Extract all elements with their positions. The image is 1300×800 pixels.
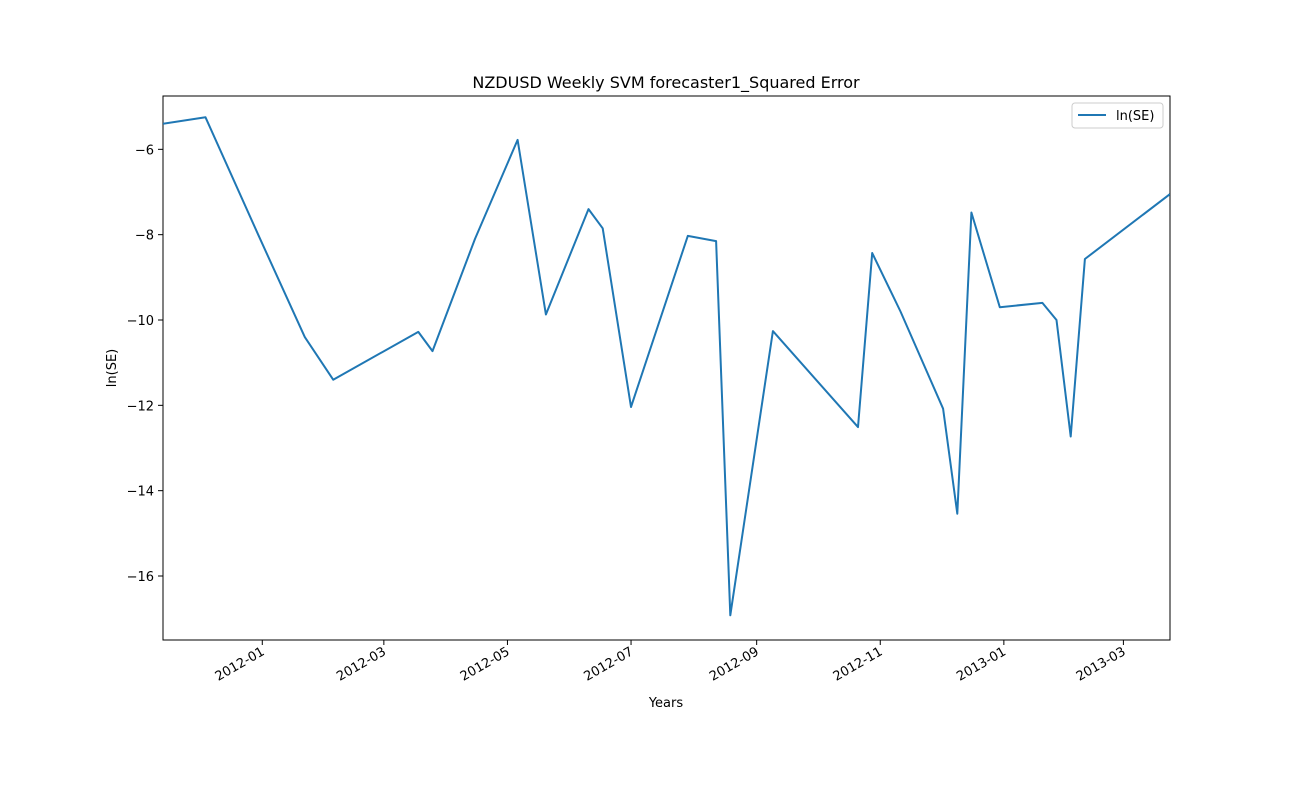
plot-area: [162, 95, 1171, 641]
y-tick-label: −12: [127, 399, 154, 414]
y-tick-label: −8: [135, 229, 154, 244]
series-layer: [163, 116, 1170, 617]
legend-label-ln-se: ln(SE): [1116, 109, 1154, 124]
series-line-ln-se: [163, 116, 1170, 617]
y-tick-label: −10: [127, 314, 154, 329]
chart-title: NZDUSD Weekly SVM forecaster1_Squared Er…: [472, 73, 860, 93]
legend: ln(SE): [1071, 102, 1164, 129]
y-tick-label: −16: [127, 570, 154, 585]
y-axis: −16 −14 −12 −10 −8 −6: [127, 143, 163, 585]
y-tick-label: −14: [127, 485, 154, 500]
legend-frame: [1071, 102, 1164, 129]
y-tick-label: −6: [135, 143, 154, 158]
plot-frame: [162, 95, 1171, 641]
x-axis-title: Years: [648, 696, 684, 711]
y-axis-title: ln(SE): [105, 349, 120, 387]
